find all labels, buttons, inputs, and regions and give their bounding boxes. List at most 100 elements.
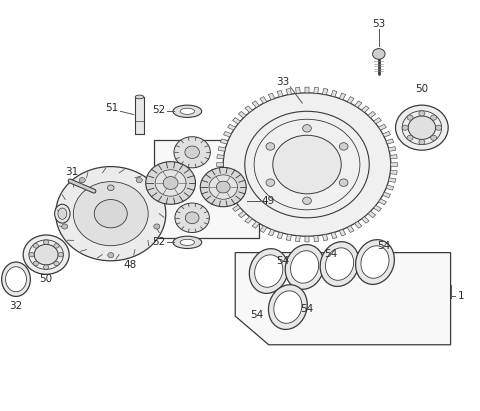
Polygon shape xyxy=(217,170,224,174)
Circle shape xyxy=(23,235,69,274)
Polygon shape xyxy=(277,90,283,97)
Circle shape xyxy=(33,244,38,248)
Text: 53: 53 xyxy=(372,19,385,30)
Circle shape xyxy=(435,125,442,130)
Polygon shape xyxy=(373,118,382,124)
Circle shape xyxy=(79,178,85,183)
Ellipse shape xyxy=(180,108,194,114)
Circle shape xyxy=(44,265,49,269)
Polygon shape xyxy=(339,93,346,100)
Text: 33: 33 xyxy=(276,77,290,87)
Polygon shape xyxy=(314,236,319,242)
Circle shape xyxy=(54,261,59,266)
Polygon shape xyxy=(220,185,228,190)
Circle shape xyxy=(431,115,437,120)
Text: 31: 31 xyxy=(65,167,78,177)
Circle shape xyxy=(108,252,114,258)
Circle shape xyxy=(56,166,166,261)
Bar xyxy=(135,97,144,134)
Circle shape xyxy=(396,105,448,150)
Circle shape xyxy=(223,93,391,236)
Circle shape xyxy=(419,139,425,145)
Circle shape xyxy=(408,116,435,139)
Polygon shape xyxy=(245,217,252,223)
Circle shape xyxy=(73,182,148,246)
Polygon shape xyxy=(314,88,319,93)
Circle shape xyxy=(303,197,312,205)
Polygon shape xyxy=(390,170,397,174)
Polygon shape xyxy=(277,232,283,239)
Circle shape xyxy=(402,125,408,130)
Polygon shape xyxy=(224,192,231,198)
Circle shape xyxy=(372,48,385,59)
Ellipse shape xyxy=(55,204,70,223)
Circle shape xyxy=(54,244,59,248)
Ellipse shape xyxy=(325,248,354,280)
Circle shape xyxy=(94,200,127,228)
Polygon shape xyxy=(373,206,382,212)
Text: 54: 54 xyxy=(377,241,390,251)
Circle shape xyxy=(266,179,275,186)
Circle shape xyxy=(407,135,413,141)
Circle shape xyxy=(62,224,68,229)
Polygon shape xyxy=(295,236,300,242)
Text: 51: 51 xyxy=(105,103,118,113)
Ellipse shape xyxy=(173,105,202,118)
Circle shape xyxy=(146,162,195,204)
Text: 48: 48 xyxy=(123,260,136,270)
Polygon shape xyxy=(347,226,354,233)
Circle shape xyxy=(58,252,63,257)
Polygon shape xyxy=(286,234,291,240)
Polygon shape xyxy=(355,222,362,228)
Polygon shape xyxy=(355,101,362,108)
Polygon shape xyxy=(368,111,376,118)
Text: 50: 50 xyxy=(415,84,429,94)
Polygon shape xyxy=(286,88,291,95)
Ellipse shape xyxy=(173,236,202,249)
Polygon shape xyxy=(391,163,397,166)
Circle shape xyxy=(154,224,160,229)
Polygon shape xyxy=(260,226,267,233)
Polygon shape xyxy=(260,97,267,103)
Polygon shape xyxy=(361,106,369,113)
Polygon shape xyxy=(239,111,246,118)
Polygon shape xyxy=(224,132,231,137)
Polygon shape xyxy=(383,192,391,198)
Text: 52: 52 xyxy=(153,237,166,247)
Ellipse shape xyxy=(249,249,288,293)
Text: 50: 50 xyxy=(39,274,53,284)
Ellipse shape xyxy=(285,245,324,289)
Polygon shape xyxy=(235,253,451,345)
Circle shape xyxy=(174,137,210,168)
Circle shape xyxy=(29,252,34,257)
Bar xyxy=(154,140,259,238)
Ellipse shape xyxy=(135,95,144,99)
Polygon shape xyxy=(386,185,394,190)
Polygon shape xyxy=(361,217,369,223)
Polygon shape xyxy=(218,178,226,182)
Polygon shape xyxy=(233,118,240,124)
Text: 54: 54 xyxy=(324,249,337,259)
Text: 32: 32 xyxy=(10,301,23,311)
Ellipse shape xyxy=(361,246,389,278)
Polygon shape xyxy=(347,97,354,103)
Ellipse shape xyxy=(180,239,194,245)
Ellipse shape xyxy=(320,242,359,286)
Circle shape xyxy=(339,143,348,150)
Circle shape xyxy=(273,135,341,194)
Polygon shape xyxy=(216,163,223,166)
Circle shape xyxy=(339,179,348,186)
Circle shape xyxy=(419,111,425,116)
Circle shape xyxy=(209,175,238,199)
Polygon shape xyxy=(233,206,240,212)
Polygon shape xyxy=(218,147,226,151)
Ellipse shape xyxy=(6,267,26,292)
Polygon shape xyxy=(220,139,228,144)
Polygon shape xyxy=(268,93,275,100)
Polygon shape xyxy=(295,88,300,93)
Polygon shape xyxy=(390,155,397,159)
Circle shape xyxy=(175,203,209,233)
Circle shape xyxy=(163,177,178,189)
Ellipse shape xyxy=(274,291,302,323)
Ellipse shape xyxy=(290,251,319,283)
